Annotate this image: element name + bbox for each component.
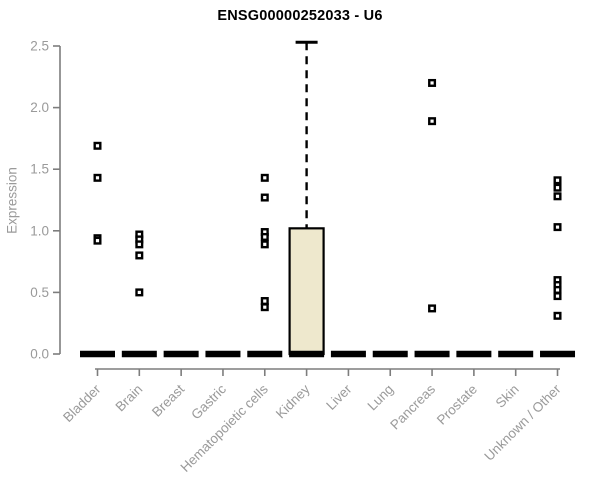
outlier-point (553, 223, 562, 232)
outlier-point (553, 183, 562, 192)
outlier-point (260, 297, 269, 306)
outlier-point (260, 240, 269, 249)
x-tick-label: Liver (323, 381, 355, 413)
y-tick-label: 2.5 (30, 39, 49, 54)
x-tick-label: Unknown / Other (481, 381, 564, 464)
y-tick-label: 1.5 (30, 162, 49, 177)
x-tick-label: Kidney (273, 381, 313, 421)
outlier-point (260, 303, 269, 312)
outlier-point (428, 304, 437, 313)
outlier-point (135, 288, 144, 297)
outlier-point (553, 311, 562, 320)
outlier-point (260, 232, 269, 241)
x-tick-label: Brain (113, 382, 146, 415)
outlier-point (553, 285, 562, 294)
y-tick-label: 1.0 (30, 223, 49, 238)
outlier-point (135, 240, 144, 249)
y-tick-label: 0.5 (30, 285, 49, 300)
x-tick-label: Bladder (60, 381, 104, 425)
chart-title: ENSG00000252033 - U6 (217, 8, 383, 24)
y-tick-label: 0.0 (30, 347, 49, 362)
x-tick-label: Prostate (434, 382, 480, 428)
outlier-point (553, 192, 562, 201)
outlier-point (260, 193, 269, 202)
outlier-point (93, 173, 102, 182)
outlier-point (428, 78, 437, 87)
outlier-point (553, 176, 562, 185)
outlier-point (428, 117, 437, 126)
outlier-point (93, 141, 102, 150)
outlier-point (93, 236, 102, 245)
x-tick-label: Skin (493, 382, 522, 411)
x-tick-label: Breast (149, 381, 187, 419)
y-tick-label: 2.0 (30, 100, 49, 115)
outlier-point (553, 292, 562, 301)
box (288, 227, 325, 356)
x-tick-label: Gastric (188, 381, 229, 422)
outlier-point (260, 173, 269, 182)
x-tick-label: Pancreas (387, 381, 438, 432)
x-tick-label: Lung (365, 382, 397, 414)
outlier-point (135, 251, 144, 260)
